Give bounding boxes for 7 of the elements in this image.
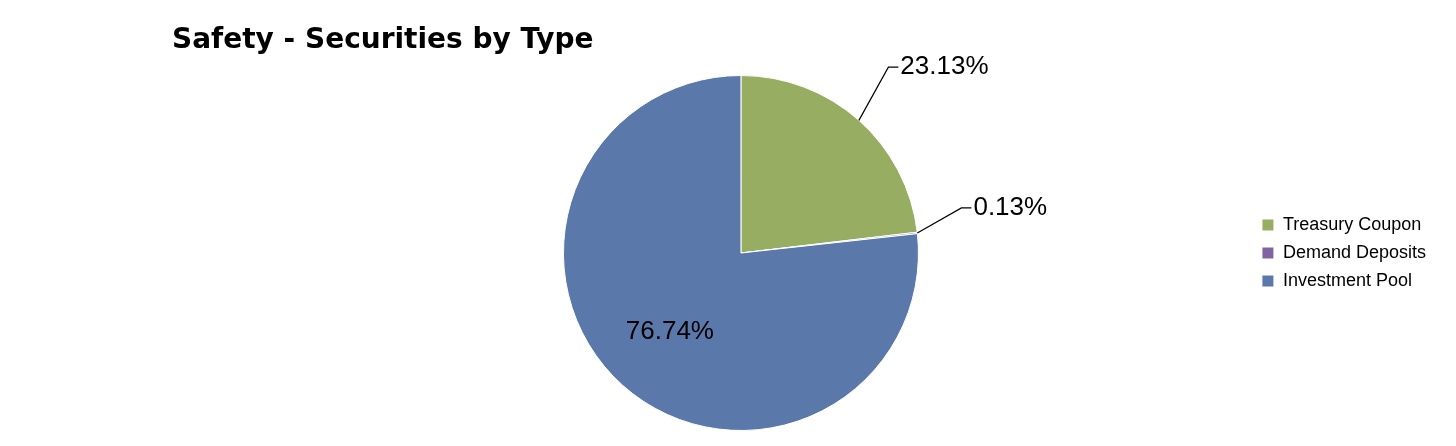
- data-label: 76.74%: [625, 315, 714, 346]
- chart-title: Safety - Securities by Type: [172, 22, 594, 55]
- data-label: 0.13%: [973, 191, 1048, 222]
- legend-label: Investment Pool: [1282, 269, 1413, 290]
- data-label: 23.13%: [900, 50, 989, 81]
- legend-label: Demand Deposits: [1282, 241, 1427, 262]
- legend-label: Treasury Coupon: [1282, 213, 1422, 234]
